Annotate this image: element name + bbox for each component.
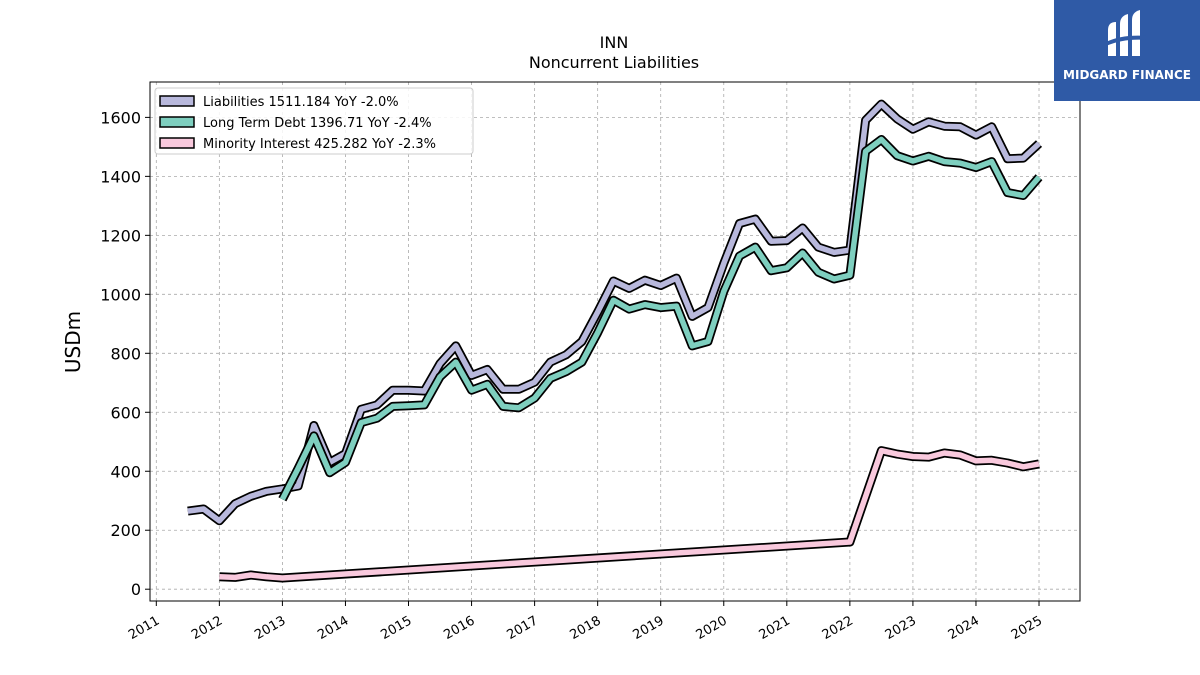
x-tick-label: 2019 [631, 613, 667, 643]
y-tick-label: 400 [110, 462, 141, 481]
legend-label: Minority Interest 425.282 YoY -2.3% [203, 137, 436, 152]
y-tick-label: 0 [131, 580, 141, 599]
plot-frame [149, 81, 1081, 602]
logo-mark-icon [1106, 10, 1148, 56]
x-tick-label: 2021 [757, 613, 793, 643]
y-axis-label: USDm [61, 311, 85, 373]
y-tick-label: 800 [110, 344, 141, 363]
legend: Liabilities 1511.184 YoY -2.0% Long Term … [154, 87, 474, 155]
logo-text: MIDGARD FINANCE [1063, 68, 1191, 82]
series-line-outline [278, 135, 1043, 502]
series-line [279, 136, 1042, 501]
x-tick-label: 2015 [378, 613, 414, 643]
y-tick-label: 600 [110, 403, 141, 422]
legend-label: Long Term Debt 1396.71 YoY -2.4% [203, 116, 432, 131]
x-tick-label: 2012 [189, 613, 225, 643]
y-tick-label: 200 [110, 521, 141, 540]
x-axis: 2011 2012 2013 2014 2015 2016 2017 2018 2019 2020… [126, 601, 1045, 643]
legend-swatch [159, 137, 195, 149]
x-tick-label: 2013 [252, 613, 288, 643]
series-line [219, 447, 1040, 581]
chart-subtitle: Noncurrent Liabilities [529, 53, 699, 72]
x-tick-label: 2020 [694, 613, 730, 643]
legend-label: Liabilities 1511.184 YoY -2.0% [203, 95, 399, 110]
series-lines [187, 99, 1043, 583]
legend-box [154, 87, 474, 155]
legend-swatch [159, 95, 195, 107]
x-tick-label: 2025 [1009, 613, 1045, 643]
brand-logo: MIDGARD FINANCE [1054, 0, 1200, 101]
legend-swatch [159, 116, 195, 128]
y-tick-label: 1400 [100, 167, 141, 186]
x-tick-label: 2023 [883, 613, 919, 643]
x-tick-label: 2024 [946, 613, 982, 643]
y-tick-label: 1600 [100, 108, 141, 127]
y-tick-label: 1000 [100, 285, 141, 304]
chart-title: INN [600, 33, 629, 52]
x-tick-label: 2014 [315, 613, 351, 643]
y-tick-label: 1200 [100, 226, 141, 245]
x-tick-label: 2011 [126, 613, 162, 643]
x-tick-label: 2017 [504, 613, 540, 643]
y-axis: 0 200 400 600 800 1000 1200 1400 1600 [100, 108, 150, 599]
x-tick-label: 2022 [820, 613, 856, 643]
x-tick-label: 2016 [441, 613, 477, 643]
x-tick-label: 2018 [568, 613, 604, 643]
